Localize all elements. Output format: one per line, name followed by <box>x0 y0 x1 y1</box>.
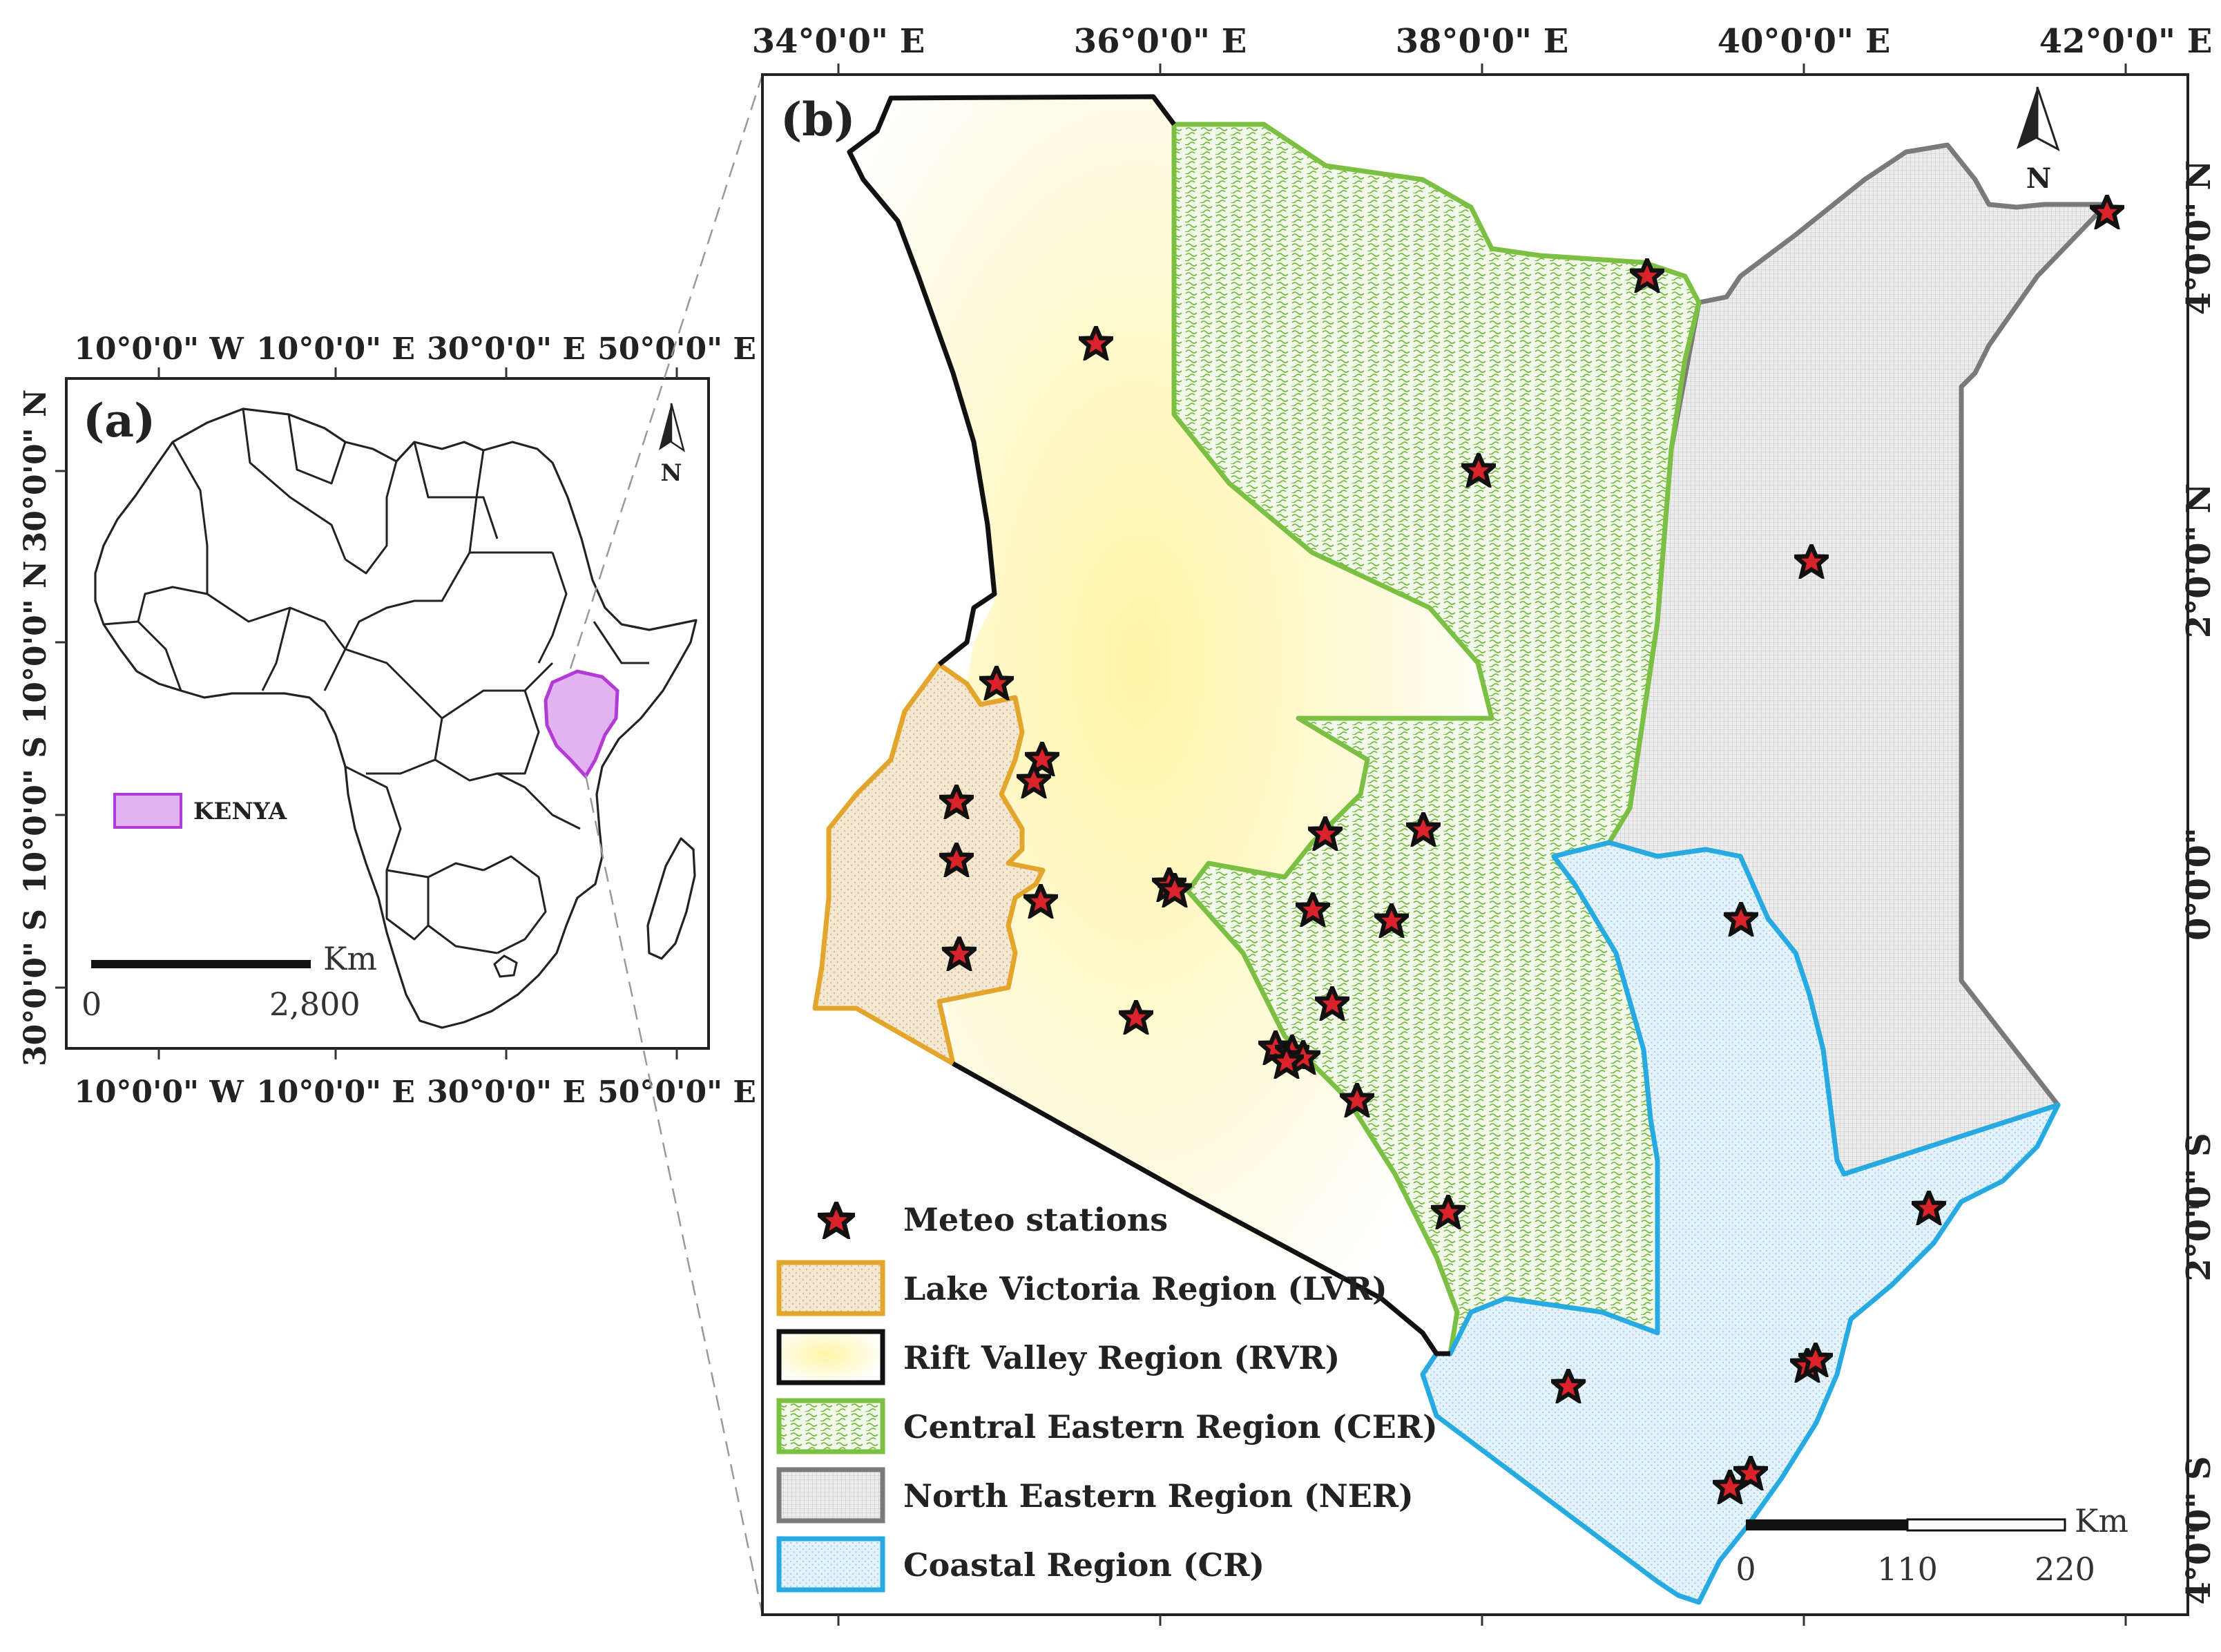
panel-b-top-tick-3: 38°0'0" E <box>1396 22 1569 61</box>
panel-b: 34°0'0" E 36°0'0" E 38°0'0" E 40°0'0" E … <box>752 22 2218 1626</box>
legend-label-ner: North Eastern Region (NER) <box>903 1477 1414 1515</box>
scale-bar-b: Km 0 110 220 <box>1736 1502 2128 1588</box>
africa-outline <box>94 407 698 1029</box>
panel-a: 10°0'0" W 10°0'0" E 30°0'0" E 50°0'0" E … <box>18 332 756 1110</box>
panel-a-label: (a) <box>83 394 155 448</box>
panel-a-left-tick-2: 10°0'0" N <box>18 561 53 724</box>
panel-a-left-tick-1: 30°0'0" N <box>18 390 53 553</box>
africa-map <box>94 407 698 1029</box>
panel-a-ticks <box>55 367 678 1059</box>
panel-b-top-tick-1: 34°0'0" E <box>752 22 925 61</box>
rvr-border <box>847 94 1176 666</box>
scale-label-b-220: 220 <box>2035 1550 2095 1588</box>
panel-a-bottom-tick-1: 10°0'0" W <box>74 1075 244 1110</box>
scale-label-b-0: 0 <box>1736 1550 1756 1588</box>
panel-a-top-tick-4: 50°0'0" E <box>597 332 756 367</box>
panel-a-bottom-tick-4: 50°0'0" E <box>597 1075 756 1110</box>
legend-swatch-rvr <box>776 1329 885 1385</box>
panel-b-right-tick-4: 2°0'0" S <box>2180 1133 2218 1281</box>
panel-b-top-tick-5: 42°0'0" E <box>2039 22 2213 61</box>
legend-swatch-cr <box>776 1536 885 1593</box>
north-letter-a: N <box>660 459 682 487</box>
region-lvr <box>812 662 1046 1066</box>
kenya-legend-swatch <box>113 793 182 829</box>
north-arrow-b-icon: N <box>2017 86 2060 195</box>
scale-bar-b-segment-1 <box>1746 1519 1907 1530</box>
scale-label-b-110: 110 <box>1877 1550 1938 1588</box>
panel-a-left-tick-3: 10°0'0" S <box>18 736 53 894</box>
panel-b-right-tick-5: 4°0'0" S <box>2180 1456 2218 1604</box>
scale-unit-a: Km <box>323 940 377 977</box>
panel-b-top-tick-4: 40°0'0" E <box>1718 22 1891 61</box>
kenya-highlight <box>544 669 619 780</box>
scale-start-a: 0 <box>81 986 102 1023</box>
madagascar <box>646 837 696 960</box>
panel-b-label: (b) <box>780 93 856 146</box>
legend-swatch-ner <box>776 1467 885 1524</box>
zoom-connectors <box>569 74 764 1615</box>
north-letter-b: N <box>2026 162 2052 195</box>
rvr-border-south <box>952 1061 1450 1356</box>
north-arrow-a-icon: N <box>659 403 686 487</box>
panel-b-right-tick-1: 4°0'0" N <box>2180 160 2218 315</box>
panel-b-right-tick-2: 2°0'0" N <box>2180 483 2218 638</box>
scale-bar-a <box>91 960 311 968</box>
country-borders <box>103 408 649 954</box>
panel-a-top-tick-2: 10°0'0" E <box>256 332 415 367</box>
scale-end-a: 2,800 <box>269 986 360 1023</box>
scale-unit-b: Km <box>2075 1502 2128 1539</box>
region-rvr <box>849 97 1492 1354</box>
legend-b: Meteo stations Lake Victoria Region (LVR… <box>776 1201 1438 1593</box>
kenya-legend-label: KENYA <box>193 798 287 825</box>
legend-swatch-cer <box>776 1398 885 1454</box>
panel-b-ticks <box>837 64 2199 1626</box>
legend-label-rvr: Rift Valley Region (RVR) <box>903 1339 1340 1376</box>
legend-label-cer: Central Eastern Region (CER) <box>903 1408 1438 1446</box>
panel-a-top-tick-3: 30°0'0" E <box>427 332 586 367</box>
panel-a-top-tick-1: 10°0'0" W <box>74 332 244 367</box>
legend-label-cr: Coastal Region (CR) <box>903 1546 1265 1584</box>
panel-a-bottom-tick-2: 10°0'0" E <box>256 1075 415 1110</box>
legend-label-lvr: Lake Victoria Region (LVR) <box>903 1270 1387 1307</box>
legend-swatch-lvr <box>776 1260 885 1316</box>
legend-stations-label: Meteo stations <box>903 1201 1168 1238</box>
panel-a-bottom-tick-3: 30°0'0" E <box>427 1075 586 1110</box>
panel-a-left-tick-4: 30°0'0" S <box>18 909 53 1066</box>
panel-b-right-tick-3: 0°0'0" <box>2180 827 2218 941</box>
scale-bar-b-segment-2 <box>1906 1518 2066 1532</box>
panel-b-top-tick-2: 36°0'0" E <box>1074 22 1247 61</box>
